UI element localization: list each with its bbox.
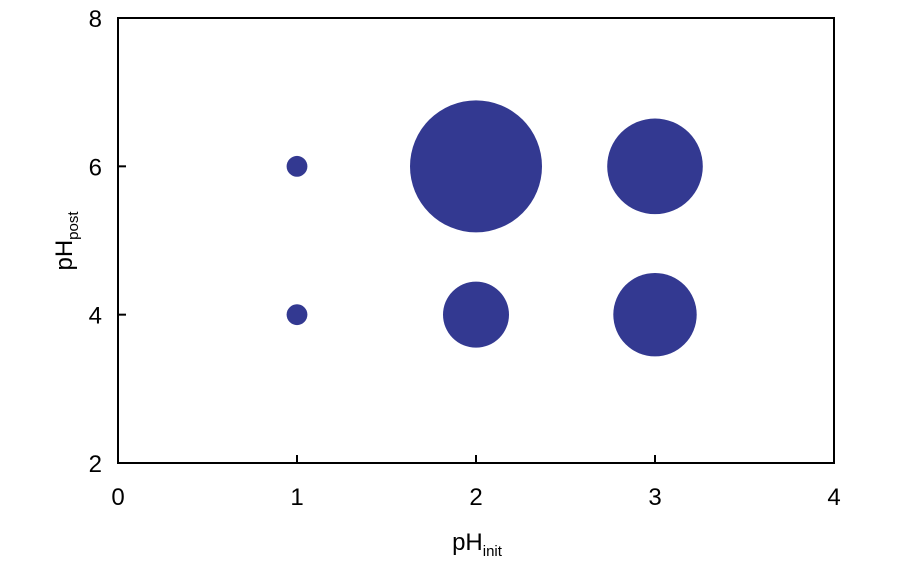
x-tick-label: 4 [827,484,840,511]
y-axis-label-main: pH [51,240,78,271]
y-tick-label: 4 [89,303,102,330]
x-tick-label: 2 [469,484,482,511]
x-tick-label: 0 [111,484,124,511]
bubble-point [286,304,308,326]
bubble-point [613,272,697,357]
x-tick-label: 1 [290,484,303,511]
x-axis-label-main: pH [452,529,483,556]
y-tick-label: 8 [89,6,102,33]
bubble-point [410,100,542,233]
y-tick-label: 2 [89,451,102,478]
bubble-series [286,100,703,357]
x-axis-label-sub: init [483,543,503,560]
bubble-point [607,118,703,215]
bubble-point [286,155,308,177]
y-axis-label: pHpost [51,211,82,271]
x-axis-ticks: 0 1 2 3 4 [111,455,841,511]
y-axis-ticks: 2 4 6 8 [89,6,126,478]
y-tick-label: 6 [89,154,102,181]
y-axis-label-sub: post [65,211,82,240]
bubble-point [443,281,509,348]
x-tick-label: 3 [648,484,661,511]
plot-area [117,17,835,464]
x-axis-label: pHinit [452,529,503,560]
